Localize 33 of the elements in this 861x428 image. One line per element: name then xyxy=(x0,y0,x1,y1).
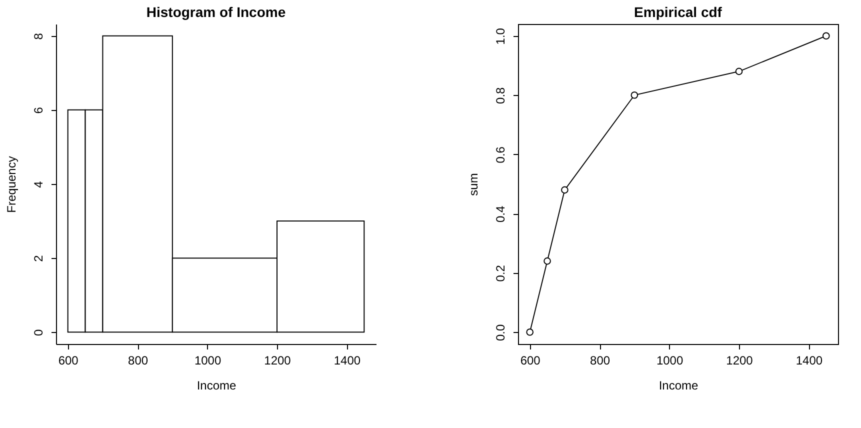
y-axis-title: sum xyxy=(466,173,480,196)
point xyxy=(735,68,743,76)
x-tick-label: 800 xyxy=(128,354,148,368)
point xyxy=(630,91,638,99)
y-tick-label: 8 xyxy=(32,32,46,40)
x-axis-title: Income xyxy=(196,378,236,392)
y-tick-label: 0 xyxy=(32,328,46,336)
x-tick-label: 600 xyxy=(520,354,541,368)
y-axis-title: Frequency xyxy=(4,156,18,213)
x-tick-label: 1400 xyxy=(796,354,823,368)
x-tick-label: 1000 xyxy=(656,354,684,368)
y-tick-label: 2 xyxy=(32,254,46,262)
y-tick-label: 0.2 xyxy=(494,264,508,282)
y-tick-label: 4 xyxy=(32,180,46,188)
x-tick-label: 600 xyxy=(58,354,79,368)
point xyxy=(822,32,830,40)
x-tick-label: 1000 xyxy=(194,354,222,368)
y-tick-label: 0.6 xyxy=(494,146,508,164)
y-tick-label: 0.8 xyxy=(494,86,508,104)
point xyxy=(526,328,534,336)
point xyxy=(544,257,551,265)
x-tick-label: 1400 xyxy=(334,354,361,368)
chart-title: Histogram of Income xyxy=(146,4,286,20)
x-tick-label: 1200 xyxy=(264,354,292,368)
y-tick-label: 0.4 xyxy=(494,205,508,222)
chart-title: Empirical cdf xyxy=(634,4,722,20)
y-tick-label: 6 xyxy=(32,106,46,114)
y-tick-label: 1.0 xyxy=(494,28,508,45)
point xyxy=(561,186,568,194)
y-tick-label: 0.0 xyxy=(494,324,508,341)
x-tick-label: 1200 xyxy=(726,354,754,368)
x-tick-label: 800 xyxy=(590,354,610,368)
x-axis-title: Income xyxy=(658,378,698,392)
